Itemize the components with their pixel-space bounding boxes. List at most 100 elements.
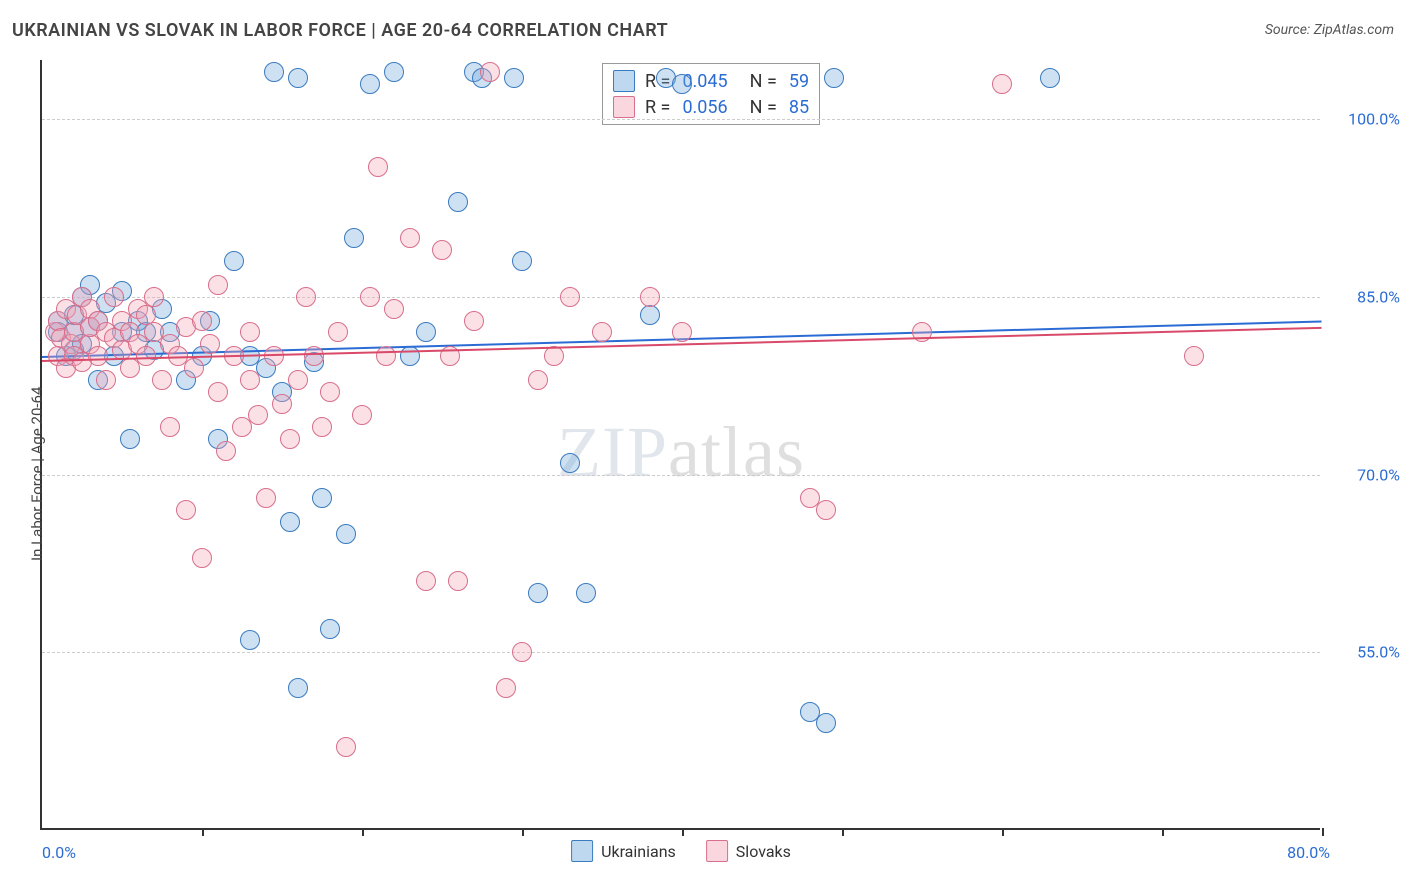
data-point	[576, 583, 596, 603]
data-point	[280, 512, 300, 532]
data-point	[592, 322, 612, 342]
correlation-legend: R =0.045N =59R =0.056N =85	[602, 63, 820, 125]
data-point	[360, 287, 380, 307]
x-axis-max-label: 80.0%	[1287, 843, 1330, 862]
x-tick	[1162, 828, 1164, 836]
data-point	[120, 429, 140, 449]
data-point	[240, 322, 260, 342]
data-point	[160, 417, 180, 437]
data-point	[192, 548, 212, 568]
x-tick	[202, 828, 204, 836]
data-point	[200, 334, 220, 354]
data-point	[208, 275, 228, 295]
data-point	[640, 287, 660, 307]
data-point	[208, 382, 228, 402]
gridline	[42, 119, 1320, 120]
data-point	[104, 287, 124, 307]
gridline	[42, 652, 1320, 653]
data-point	[296, 287, 316, 307]
y-tick-label: 70.0%	[1330, 465, 1400, 484]
data-point	[256, 488, 276, 508]
gridline	[42, 297, 1320, 298]
data-point	[384, 299, 404, 319]
data-point	[352, 405, 372, 425]
data-point	[496, 678, 516, 698]
data-point	[480, 62, 500, 82]
data-point	[1040, 68, 1060, 88]
data-point	[176, 500, 196, 520]
data-point	[320, 619, 340, 639]
data-point	[816, 500, 836, 520]
data-point	[88, 346, 108, 366]
watermark: ZIPatlas	[557, 411, 805, 494]
y-axis-title: In Labor Force | Age 20-64	[28, 386, 46, 560]
data-point	[504, 68, 524, 88]
gridline	[42, 475, 1320, 476]
plot-area: ZIPatlas In Labor Force | Age 20-64 0.0%…	[40, 60, 1320, 830]
x-tick	[362, 828, 364, 836]
data-point	[544, 346, 564, 366]
data-point	[360, 74, 380, 94]
data-point	[448, 192, 468, 212]
y-tick-label: 55.0%	[1330, 643, 1400, 662]
data-point	[400, 346, 420, 366]
source-label: Source: ZipAtlas.com	[1265, 22, 1394, 38]
data-point	[512, 642, 532, 662]
data-point	[328, 322, 348, 342]
data-point	[224, 251, 244, 271]
data-point	[288, 68, 308, 88]
x-tick	[1002, 828, 1004, 836]
data-point	[528, 583, 548, 603]
data-point	[312, 417, 332, 437]
data-point	[376, 346, 396, 366]
data-point	[992, 74, 1012, 94]
data-point	[672, 322, 692, 342]
data-point	[144, 287, 164, 307]
legend-item: Slovaks	[706, 840, 791, 862]
series-legend: Ukrainians Slovaks	[571, 840, 791, 862]
data-point	[528, 370, 548, 390]
data-point	[288, 370, 308, 390]
data-point	[336, 524, 356, 544]
data-point	[192, 311, 212, 331]
data-point	[304, 346, 324, 366]
data-point	[152, 370, 172, 390]
data-point	[560, 453, 580, 473]
data-point	[336, 737, 356, 757]
x-tick	[842, 828, 844, 836]
x-axis-min-label: 0.0%	[42, 843, 76, 862]
data-point	[416, 322, 436, 342]
data-point	[416, 571, 436, 591]
data-point	[432, 240, 452, 260]
legend-item: Ukrainians	[571, 840, 676, 862]
data-point	[816, 713, 836, 733]
chart-container: UKRAINIAN VS SLOVAK IN LABOR FORCE | AGE…	[0, 0, 1406, 892]
x-tick	[682, 828, 684, 836]
data-point	[464, 311, 484, 331]
data-point	[320, 382, 340, 402]
data-point	[280, 429, 300, 449]
data-point	[560, 287, 580, 307]
data-point	[344, 228, 364, 248]
data-point	[248, 405, 268, 425]
data-point	[384, 62, 404, 82]
y-tick-label: 85.0%	[1330, 287, 1400, 306]
legend-row: R =0.056N =85	[613, 94, 809, 120]
data-point	[672, 74, 692, 94]
data-point	[512, 251, 532, 271]
data-point	[264, 62, 284, 82]
data-point	[1184, 346, 1204, 366]
x-tick	[1322, 828, 1324, 836]
x-tick	[522, 828, 524, 836]
data-point	[368, 157, 388, 177]
y-tick-label: 100.0%	[1330, 110, 1400, 129]
data-point	[312, 488, 332, 508]
data-point	[96, 370, 116, 390]
data-point	[288, 678, 308, 698]
data-point	[272, 394, 292, 414]
data-point	[640, 305, 660, 325]
chart-title: UKRAINIAN VS SLOVAK IN LABOR FORCE | AGE…	[12, 20, 668, 41]
data-point	[240, 370, 260, 390]
data-point	[240, 630, 260, 650]
data-point	[448, 571, 468, 591]
